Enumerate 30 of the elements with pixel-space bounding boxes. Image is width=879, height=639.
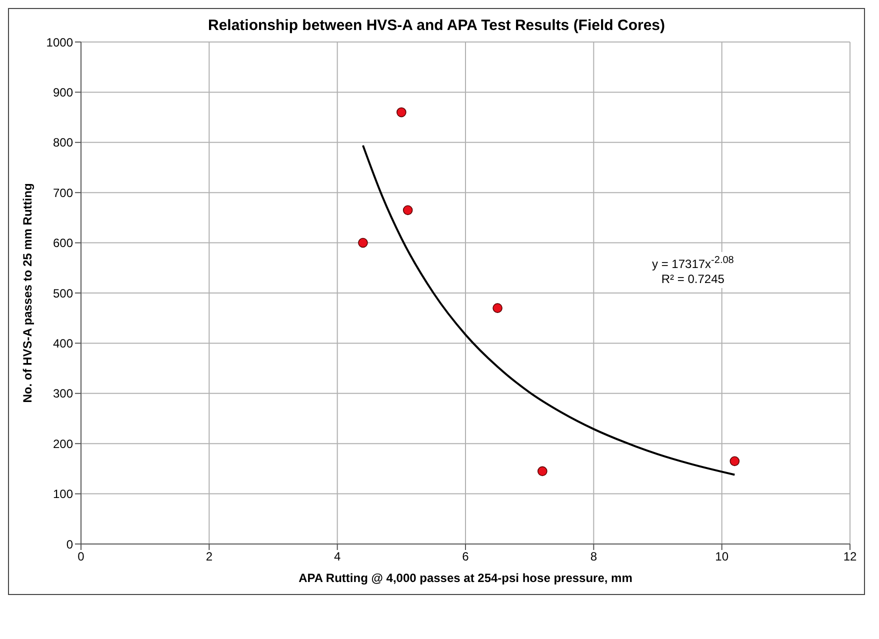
y-tick-label: 200: [52, 436, 74, 451]
annotation: y = 17317x$^{-2.08}$: [652, 254, 734, 272]
line-series: [362, 144, 736, 476]
y-tick-label: 300: [52, 386, 74, 401]
y-tick-label: 700: [52, 186, 74, 200]
y-tick-label: 100: [52, 487, 74, 502]
y-tick-label: 400: [52, 336, 74, 350]
x-tick-label: 0: [78, 550, 85, 564]
point: [537, 466, 548, 476]
y-axis-title: No. of HVS-A passes to 25 mm Rutting: [20, 183, 34, 403]
point: [730, 456, 740, 466]
point: [358, 238, 368, 248]
y-tick-label: 0: [66, 537, 74, 552]
x-tick-label: 6: [462, 550, 470, 564]
x-tick-label: 12: [843, 550, 857, 564]
y-tick-label: 600: [52, 236, 74, 250]
x-tick-label: 2: [206, 550, 213, 564]
y-tick-label: 1000: [46, 35, 74, 50]
x-axis-title: APA Rutting @ 4,000 passes at 254-psi hose pressure, mm: [298, 571, 632, 585]
point: [492, 303, 502, 313]
point: [402, 205, 413, 216]
x-tick-label: 8: [590, 550, 598, 564]
annotation: R² = 0.7245: [660, 272, 726, 287]
y-tick-label: 500: [52, 286, 74, 300]
chart-title: Relationship between HVS-A and APA Test Results (Field Cores): [206, 17, 666, 34]
y-tick-label: 900: [52, 85, 74, 100]
point: [396, 107, 406, 118]
x-tick-label: 10: [715, 550, 729, 564]
y-tick-label: 800: [52, 136, 74, 150]
x-tick-label: 4: [334, 550, 341, 564]
